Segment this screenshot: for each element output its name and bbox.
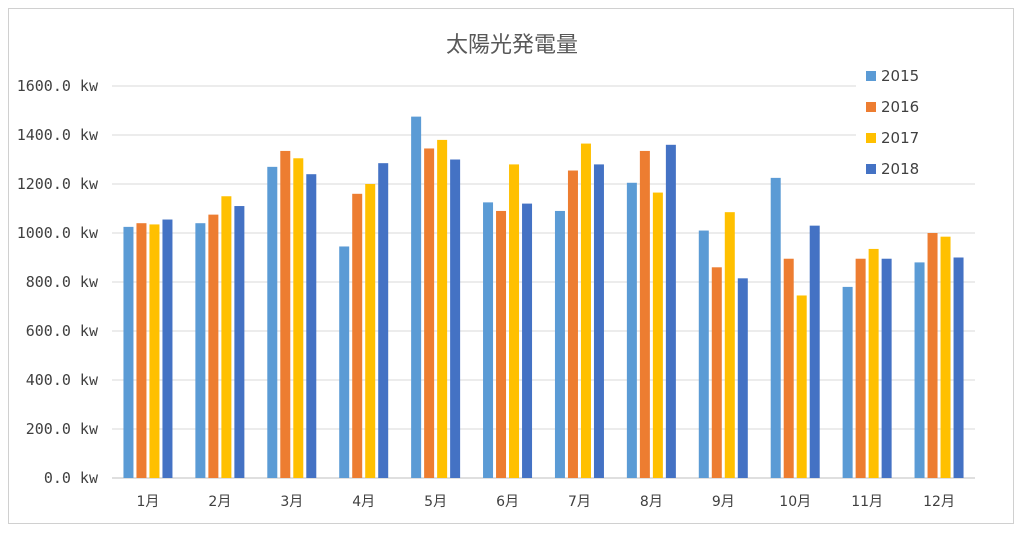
bar-2015-7 xyxy=(554,210,565,478)
bar-2016-11 xyxy=(855,258,866,478)
x-tick-label: 8月 xyxy=(640,494,663,510)
x-tick-label: 6月 xyxy=(496,494,519,510)
bar-2018-8 xyxy=(665,144,676,479)
bar-2017-7 xyxy=(580,143,591,478)
bar-2018-2 xyxy=(234,206,245,479)
bar-2017-4 xyxy=(365,184,376,478)
y-tick-label: 400.0 kw xyxy=(26,371,99,389)
bar-2016-8 xyxy=(639,150,650,479)
bar-2018-5 xyxy=(450,159,461,478)
legend-swatch-2018 xyxy=(866,164,876,174)
legend-label-2017: 2017 xyxy=(881,129,919,147)
bar-2017-5 xyxy=(437,139,448,478)
bar-2018-6 xyxy=(522,203,533,478)
legend: 2015 2016 2017 2018 xyxy=(856,58,976,182)
bar-2015-6 xyxy=(483,202,494,478)
bar-2015-5 xyxy=(411,116,422,478)
legend-label-2015: 2015 xyxy=(881,67,919,85)
bar-2015-12 xyxy=(914,262,925,478)
bar-2017-8 xyxy=(652,192,663,478)
bar-2016-12 xyxy=(927,233,938,478)
bar-2016-10 xyxy=(783,258,794,478)
y-tick-label: 1000.0 kw xyxy=(17,224,99,242)
bar-2017-1 xyxy=(149,224,160,478)
bar-2015-11 xyxy=(842,286,853,478)
bar-2015-9 xyxy=(698,230,709,478)
bar-2015-2 xyxy=(195,223,206,478)
chart-title: 太陽光発電量 xyxy=(446,33,578,58)
bar-2017-9 xyxy=(724,212,735,479)
x-tick-label: 9月 xyxy=(712,494,735,510)
bar-2018-4 xyxy=(378,163,389,479)
bar-2017-6 xyxy=(509,164,520,478)
y-tick-label: 1200.0 kw xyxy=(17,175,99,193)
x-axis-ticks: 1月 2月 3月 4月 5月 6月 7月 8月 9月 10月 11月 12月 xyxy=(136,494,954,510)
y-tick-label: 0.0 kw xyxy=(44,469,99,487)
x-tick-label: 2月 xyxy=(208,494,231,510)
y-axis-ticks: 0.0 kw 200.0 kw 400.0 kw 600.0 kw 800.0 kw 10… xyxy=(17,77,99,487)
bar-2015-1 xyxy=(123,226,134,478)
bar-2016-7 xyxy=(567,170,578,478)
y-tick-label: 600.0 kw xyxy=(26,322,99,340)
bar-2015-3 xyxy=(267,166,278,478)
bar-2016-3 xyxy=(280,150,291,479)
bar-2016-2 xyxy=(208,214,219,478)
x-tick-label: 11月 xyxy=(851,494,883,510)
bar-2015-4 xyxy=(339,246,350,478)
x-tick-label: 12月 xyxy=(923,494,955,510)
x-tick-label: 1月 xyxy=(136,494,159,510)
legend-swatch-2015 xyxy=(866,71,876,81)
bar-2016-6 xyxy=(496,210,507,478)
bar-2018-12 xyxy=(953,257,964,478)
bar-2015-10 xyxy=(770,177,781,478)
legend-swatch-2016 xyxy=(866,102,876,112)
y-tick-label: 800.0 kw xyxy=(26,273,99,291)
x-tick-label: 5月 xyxy=(424,494,447,510)
bar-2017-2 xyxy=(221,196,232,478)
x-tick-label: 3月 xyxy=(280,494,303,510)
x-tick-label: 7月 xyxy=(568,494,591,510)
bar-2017-12 xyxy=(940,236,951,478)
y-tick-label: 1600.0 kw xyxy=(17,77,99,95)
x-tick-label: 10月 xyxy=(779,494,811,510)
bar-2017-10 xyxy=(796,295,807,478)
bars xyxy=(123,116,964,479)
bar-2015-8 xyxy=(626,182,637,478)
bar-2018-9 xyxy=(737,278,748,478)
bar-2018-1 xyxy=(162,219,173,478)
y-tick-label: 200.0 kw xyxy=(26,420,99,438)
bar-2016-1 xyxy=(136,223,147,478)
bar-2016-5 xyxy=(424,148,435,478)
y-tick-label: 1400.0 kw xyxy=(17,126,99,144)
bar-2017-3 xyxy=(293,158,304,478)
bar-2017-11 xyxy=(868,248,879,478)
gridlines xyxy=(112,85,975,479)
bar-2016-9 xyxy=(711,267,722,478)
legend-label-2018: 2018 xyxy=(881,160,919,178)
bar-2018-11 xyxy=(881,258,892,478)
bar-2016-4 xyxy=(352,193,363,479)
legend-label-2016: 2016 xyxy=(881,98,919,116)
bar-2018-3 xyxy=(306,174,317,478)
x-tick-label: 4月 xyxy=(352,494,375,510)
bar-2018-10 xyxy=(809,225,820,478)
legend-swatch-2017 xyxy=(866,133,876,143)
bar-2018-7 xyxy=(593,164,604,478)
